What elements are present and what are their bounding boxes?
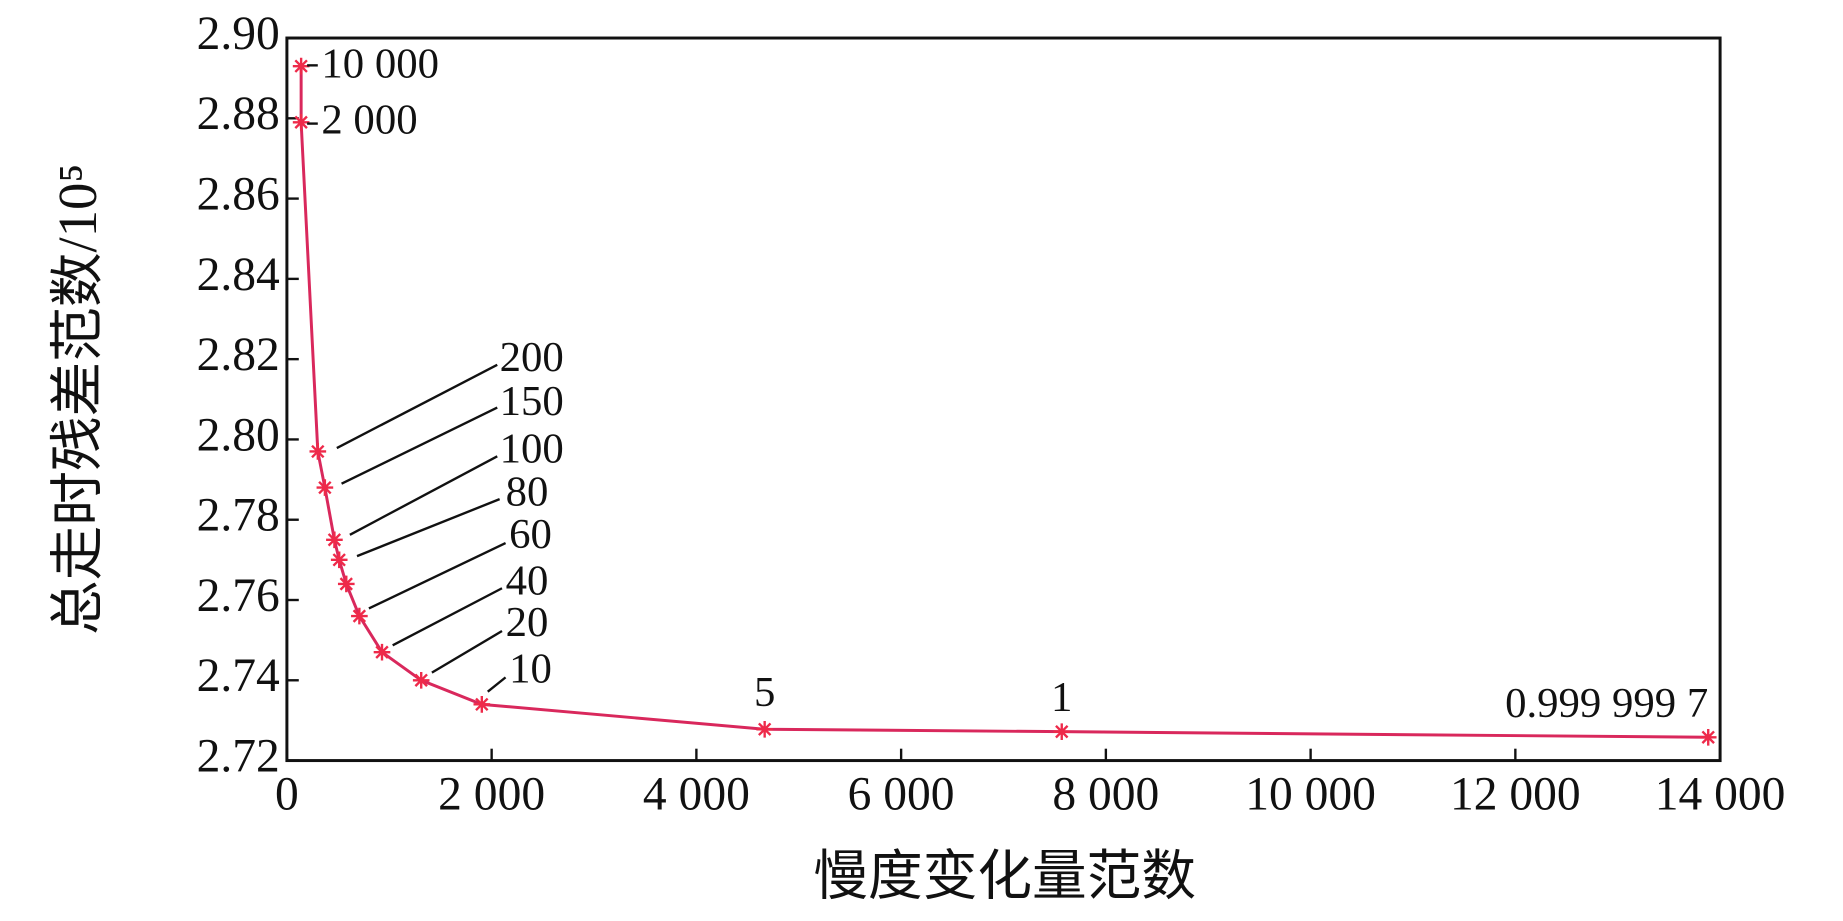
point-label: 200 (500, 334, 564, 381)
data-point (473, 696, 491, 713)
data-point (326, 531, 343, 549)
leader-line (486, 676, 507, 693)
point-label: 60 (509, 511, 552, 558)
y-tick-label: 2.72 (197, 730, 280, 782)
x-axis-title: 慢度变化量范数 (813, 845, 1196, 906)
x-tick-label: 4 000 (643, 769, 750, 821)
y-tick-label: 2.74 (197, 650, 280, 702)
data-point (292, 114, 310, 131)
leader-line (392, 587, 503, 647)
leader-line (349, 455, 498, 536)
y-tick-label: 2.88 (197, 88, 280, 140)
y-tick-label: 2.84 (197, 249, 280, 301)
data-point (412, 671, 430, 689)
x-tick-label: 6 000 (848, 769, 955, 821)
y-tick-label: 2.76 (197, 570, 280, 622)
point-label: 20 (506, 599, 549, 646)
data-point (316, 479, 334, 496)
x-tick-label: 14 000 (1655, 769, 1786, 821)
x-tick-label: 2 000 (438, 769, 545, 821)
point-label: 80 (506, 468, 549, 515)
data-point (292, 57, 310, 75)
plot-frame (285, 36, 1722, 763)
x-tick-label: 10 000 (1245, 769, 1376, 821)
y-tick-label: 2.90 (197, 8, 280, 60)
x-tick-label: 12 000 (1450, 769, 1581, 821)
point-label: 5 (754, 669, 775, 716)
data-point (1699, 728, 1717, 746)
leader-line (336, 363, 498, 450)
y-axis-title: 总走时残差范数/10⁵ (47, 164, 108, 635)
point-label: 0.999 999 7 (1505, 680, 1708, 727)
point-label: 150 (500, 378, 564, 425)
leader-line (341, 406, 498, 485)
x-tick-label: 0 (275, 769, 299, 821)
point-label: 40 (506, 557, 549, 604)
data-point (373, 643, 391, 661)
y-tick-label: 2.78 (197, 490, 280, 542)
y-tick-label: 2.80 (197, 409, 280, 461)
point-label: 10 000 (321, 41, 439, 88)
data-point (351, 607, 368, 625)
y-tick-label: 2.86 (197, 168, 280, 220)
leader-line (431, 630, 503, 674)
data-point (337, 575, 355, 593)
leader-line (356, 498, 501, 558)
x-tick-label: 8 000 (1052, 769, 1159, 821)
y-tick-label: 2.82 (197, 329, 280, 381)
data-point (756, 720, 773, 738)
point-label: 1 (1051, 674, 1072, 721)
data-point (330, 551, 348, 569)
data-point (309, 443, 327, 460)
leader-line (368, 542, 507, 610)
point-label: 10 (509, 645, 552, 692)
data-point (1053, 723, 1071, 740)
point-label: 2 000 (321, 96, 417, 143)
point-label: 100 (500, 426, 564, 473)
